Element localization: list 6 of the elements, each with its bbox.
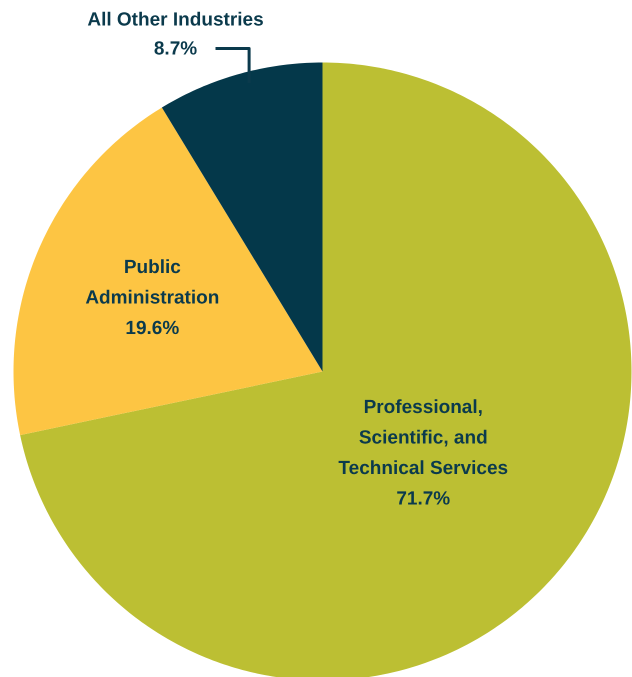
slice-label: All Other Industries — [87, 9, 264, 30]
data-label: 8.7% — [154, 38, 198, 60]
data-label: 19.6% — [125, 318, 180, 339]
slice-label: Professional, Scientific, and Technical Services — [338, 397, 508, 480]
slice-label: Public Administration — [85, 256, 220, 308]
data-label: 71.7% — [396, 488, 450, 510]
